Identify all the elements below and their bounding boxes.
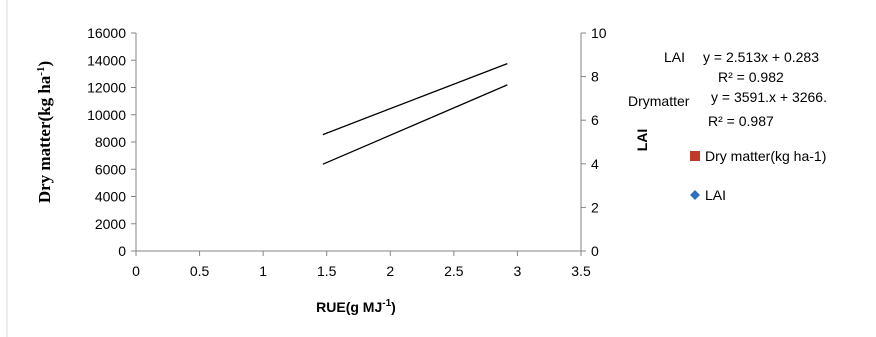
y-axis-title-end: ) [35,61,54,67]
y2-tick-label: 6 [591,112,599,128]
x-tick-labels: 0 0.5 1 1.5 2 2.5 3 3.5 [132,263,591,279]
y2-axis-title: LAI [634,129,650,152]
x-tick-label: 2.5 [444,263,464,279]
y-tick-label: 16000 [87,25,126,41]
legend: Dry matter(kg ha-1) LAI [690,148,826,203]
y-axis-title: Dry matter(kg ha-1) [35,61,54,203]
x-tick-label: 0 [132,263,140,279]
x-tick-label: 3 [514,263,522,279]
x-tick-label: 1.5 [317,263,337,279]
x-axis-title-end: ) [391,299,396,315]
y2-tick-labels: 0 2 4 6 8 10 [591,25,607,259]
y2-tick-label: 4 [591,156,599,172]
y-axis-title-sup: -1 [35,67,47,76]
y2-tick-label: 10 [591,25,607,41]
annotation-drymatter-r2: R² = 0.987 [708,113,774,129]
y-tick-label: 12000 [87,80,126,96]
series-line-drymatter [322,62,508,136]
y2-tick-label: 8 [591,69,599,85]
y-axis-title-main: Dry matter(kg ha [35,75,54,203]
annotation-lai-label: LAI [664,49,685,65]
y-tick-label: 14000 [87,52,126,68]
y-tick-label: 0 [118,243,126,259]
y-tick-label: 6000 [95,161,126,177]
y2-tick-label: 0 [591,243,599,259]
x-tick-label: 2 [386,263,394,279]
annotation-lai-equation: y = 2.513x + 0.283 [703,49,819,65]
y-tick-label: 4000 [95,189,126,205]
y-tick-label: 10000 [87,107,126,123]
x-axis-title-main: RUE(g MJ [316,299,382,315]
annotation-lai: LAI y = 2.513x + 0.283 R² = 0.982 [664,49,819,85]
series-line-lai [322,84,508,165]
series-lines [322,62,508,165]
x-axis-title: RUE(g MJ-1) [316,298,396,315]
annotation-drymatter-label: Drymatter [628,93,690,109]
x-tick-label: 1 [259,263,267,279]
legend-label-drymatter: Dry matter(kg ha-1) [705,148,826,164]
y-tick-label: 2000 [95,216,126,232]
y2-tick-label: 2 [591,199,599,215]
legend-marker-drymatter [690,151,700,161]
y-tick-labels: 0 2000 4000 6000 8000 10000 12000 14000 16000 [87,25,126,259]
x-axis-title-sup: -1 [382,298,391,309]
annotation-drymatter-equation: y = 3591.x + 3266. [711,89,827,105]
legend-label-lai: LAI [705,187,726,203]
annotation-drymatter: Drymatter y = 3591.x + 3266. R² = 0.987 [628,89,827,129]
y-tick-label: 8000 [95,134,126,150]
x-tick-label: 3.5 [571,263,591,279]
annotation-lai-r2: R² = 0.982 [718,69,784,85]
legend-marker-lai [690,190,700,200]
axes [131,32,586,256]
x-tick-label: 0.5 [190,263,210,279]
